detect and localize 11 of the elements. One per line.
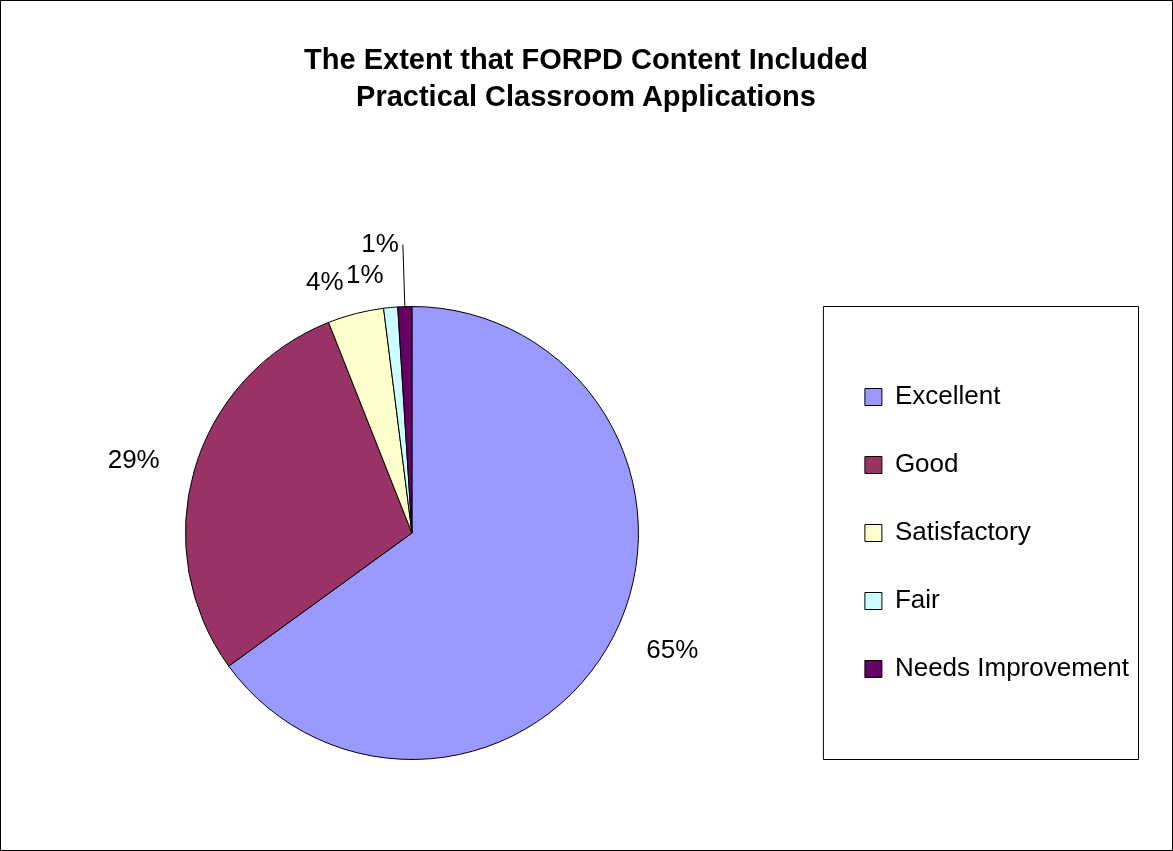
data-label: 65% (646, 633, 699, 664)
data-label: 29% (107, 444, 160, 475)
legend-label: Fair (894, 584, 941, 615)
data-label: 1% (346, 258, 384, 289)
chart-title: The Extent that FORPD Content Included Practical Classroom Applications (303, 42, 869, 114)
legend-label: Excellent (894, 380, 1002, 411)
legend-label: Needs Improvement (894, 652, 1130, 683)
legend-label: Satisfactory (894, 516, 1031, 547)
data-label: 4% (306, 265, 344, 296)
legend-label: Good (894, 448, 959, 479)
data-label: 1% (361, 227, 399, 258)
